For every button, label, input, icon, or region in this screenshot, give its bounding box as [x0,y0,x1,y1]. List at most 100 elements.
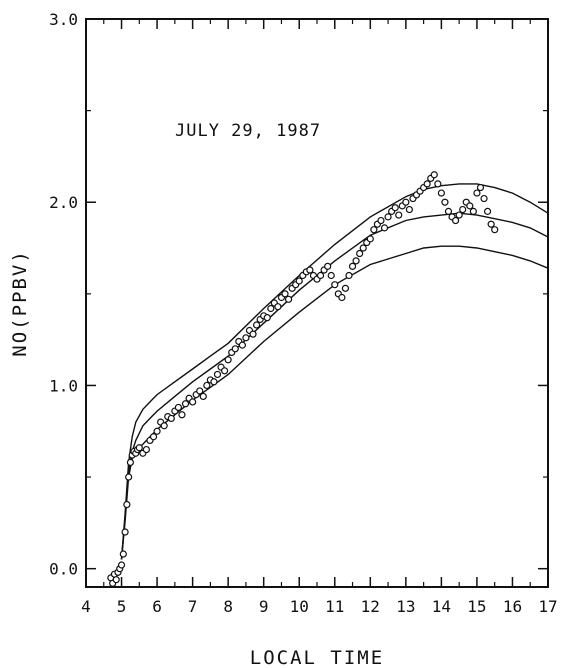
data-point [221,367,229,375]
data-point [196,387,204,395]
data-point [210,378,218,386]
data-point [189,398,197,406]
y-tick-label: 2.0 [49,193,78,212]
data-point [476,183,485,192]
x-tick-label: 15 [467,597,486,616]
plot-frame [85,18,549,588]
data-point [119,550,127,558]
y-tick-labels: 0.0 1.0 2.0 3.0 [49,10,78,579]
data-point [366,235,374,243]
data-point [466,202,474,210]
data-point [345,271,353,280]
data-point [125,473,133,481]
chart-annotation: JULY 29, 1987 [175,121,321,141]
data-points [107,171,499,587]
y-axis-label: NO(PPBV) [9,249,31,357]
data-point [242,334,250,342]
data-point [430,171,438,179]
data-point [149,433,158,441]
data-point [249,330,257,338]
data-point [199,392,207,401]
model-curve-2 [120,212,549,560]
data-point [126,458,135,467]
data-point [203,381,211,390]
data-point [181,400,190,408]
data-point [178,411,186,419]
data-point [441,198,449,206]
data-point [423,180,431,188]
data-point [213,370,222,379]
data-point [437,189,445,197]
axis-ticks [85,18,549,587]
data-point [153,427,161,435]
x-tick-label: 14 [432,597,451,616]
y-tick-label: 0.0 [49,560,78,579]
x-tick-label: 11 [325,597,344,616]
data-point [316,271,325,280]
data-point [480,194,488,203]
data-point [121,528,129,536]
x-tick-label: 12 [361,597,380,616]
data-point [405,205,413,214]
data-point [174,403,182,412]
data-point [455,211,463,219]
data-point [324,262,332,270]
data-point [160,422,168,430]
data-point [112,576,120,584]
data-point [338,293,346,302]
data-point [224,356,232,364]
data-point [473,189,481,197]
x-tick-label: 8 [223,597,233,616]
model-curves [120,183,549,560]
data-point [402,198,410,206]
data-point [117,561,126,569]
data-point [377,216,385,225]
data-point [281,290,289,298]
data-point [434,180,442,188]
data-point [380,224,389,232]
data-point [491,226,499,234]
data-point [306,266,314,274]
data-point [274,303,282,311]
data-point [167,414,175,423]
data-point [327,271,335,280]
x-tick-labels: 4 5 6 7 8 9 10 11 12 13 14 15 16 17 [81,597,557,616]
data-point [238,341,246,349]
x-tick-label: 13 [396,597,415,616]
y-tick-label: 3.0 [49,10,78,29]
data-point [370,226,378,234]
data-point [469,207,477,215]
data-point [452,216,460,225]
x-tick-label: 6 [152,597,162,616]
x-tick-label: 10 [290,597,309,616]
x-tick-label: 4 [81,597,91,616]
data-point [487,220,495,228]
data-point [459,205,467,214]
data-point [483,207,492,215]
data-point [359,244,367,252]
data-point [395,211,403,219]
data-point [267,304,275,313]
model-curve-1 [120,183,549,560]
data-point [331,281,339,289]
x-tick-label: 5 [117,597,127,616]
x-axis-label: LOCAL TIME [250,647,384,668]
data-point [352,257,360,265]
data-point [356,249,364,258]
data-point [444,207,453,215]
x-tick-label: 9 [259,597,269,616]
data-point [231,345,239,353]
data-point [123,500,131,509]
data-point [341,284,350,292]
x-tick-label: 16 [503,597,522,616]
data-point [384,213,392,221]
data-point [142,445,151,454]
data-point [252,321,261,329]
data-point [295,277,303,285]
data-point [284,295,293,303]
data-point [391,204,399,212]
data-point [263,314,271,322]
data-point [348,262,357,270]
x-tick-label: 7 [188,597,198,616]
